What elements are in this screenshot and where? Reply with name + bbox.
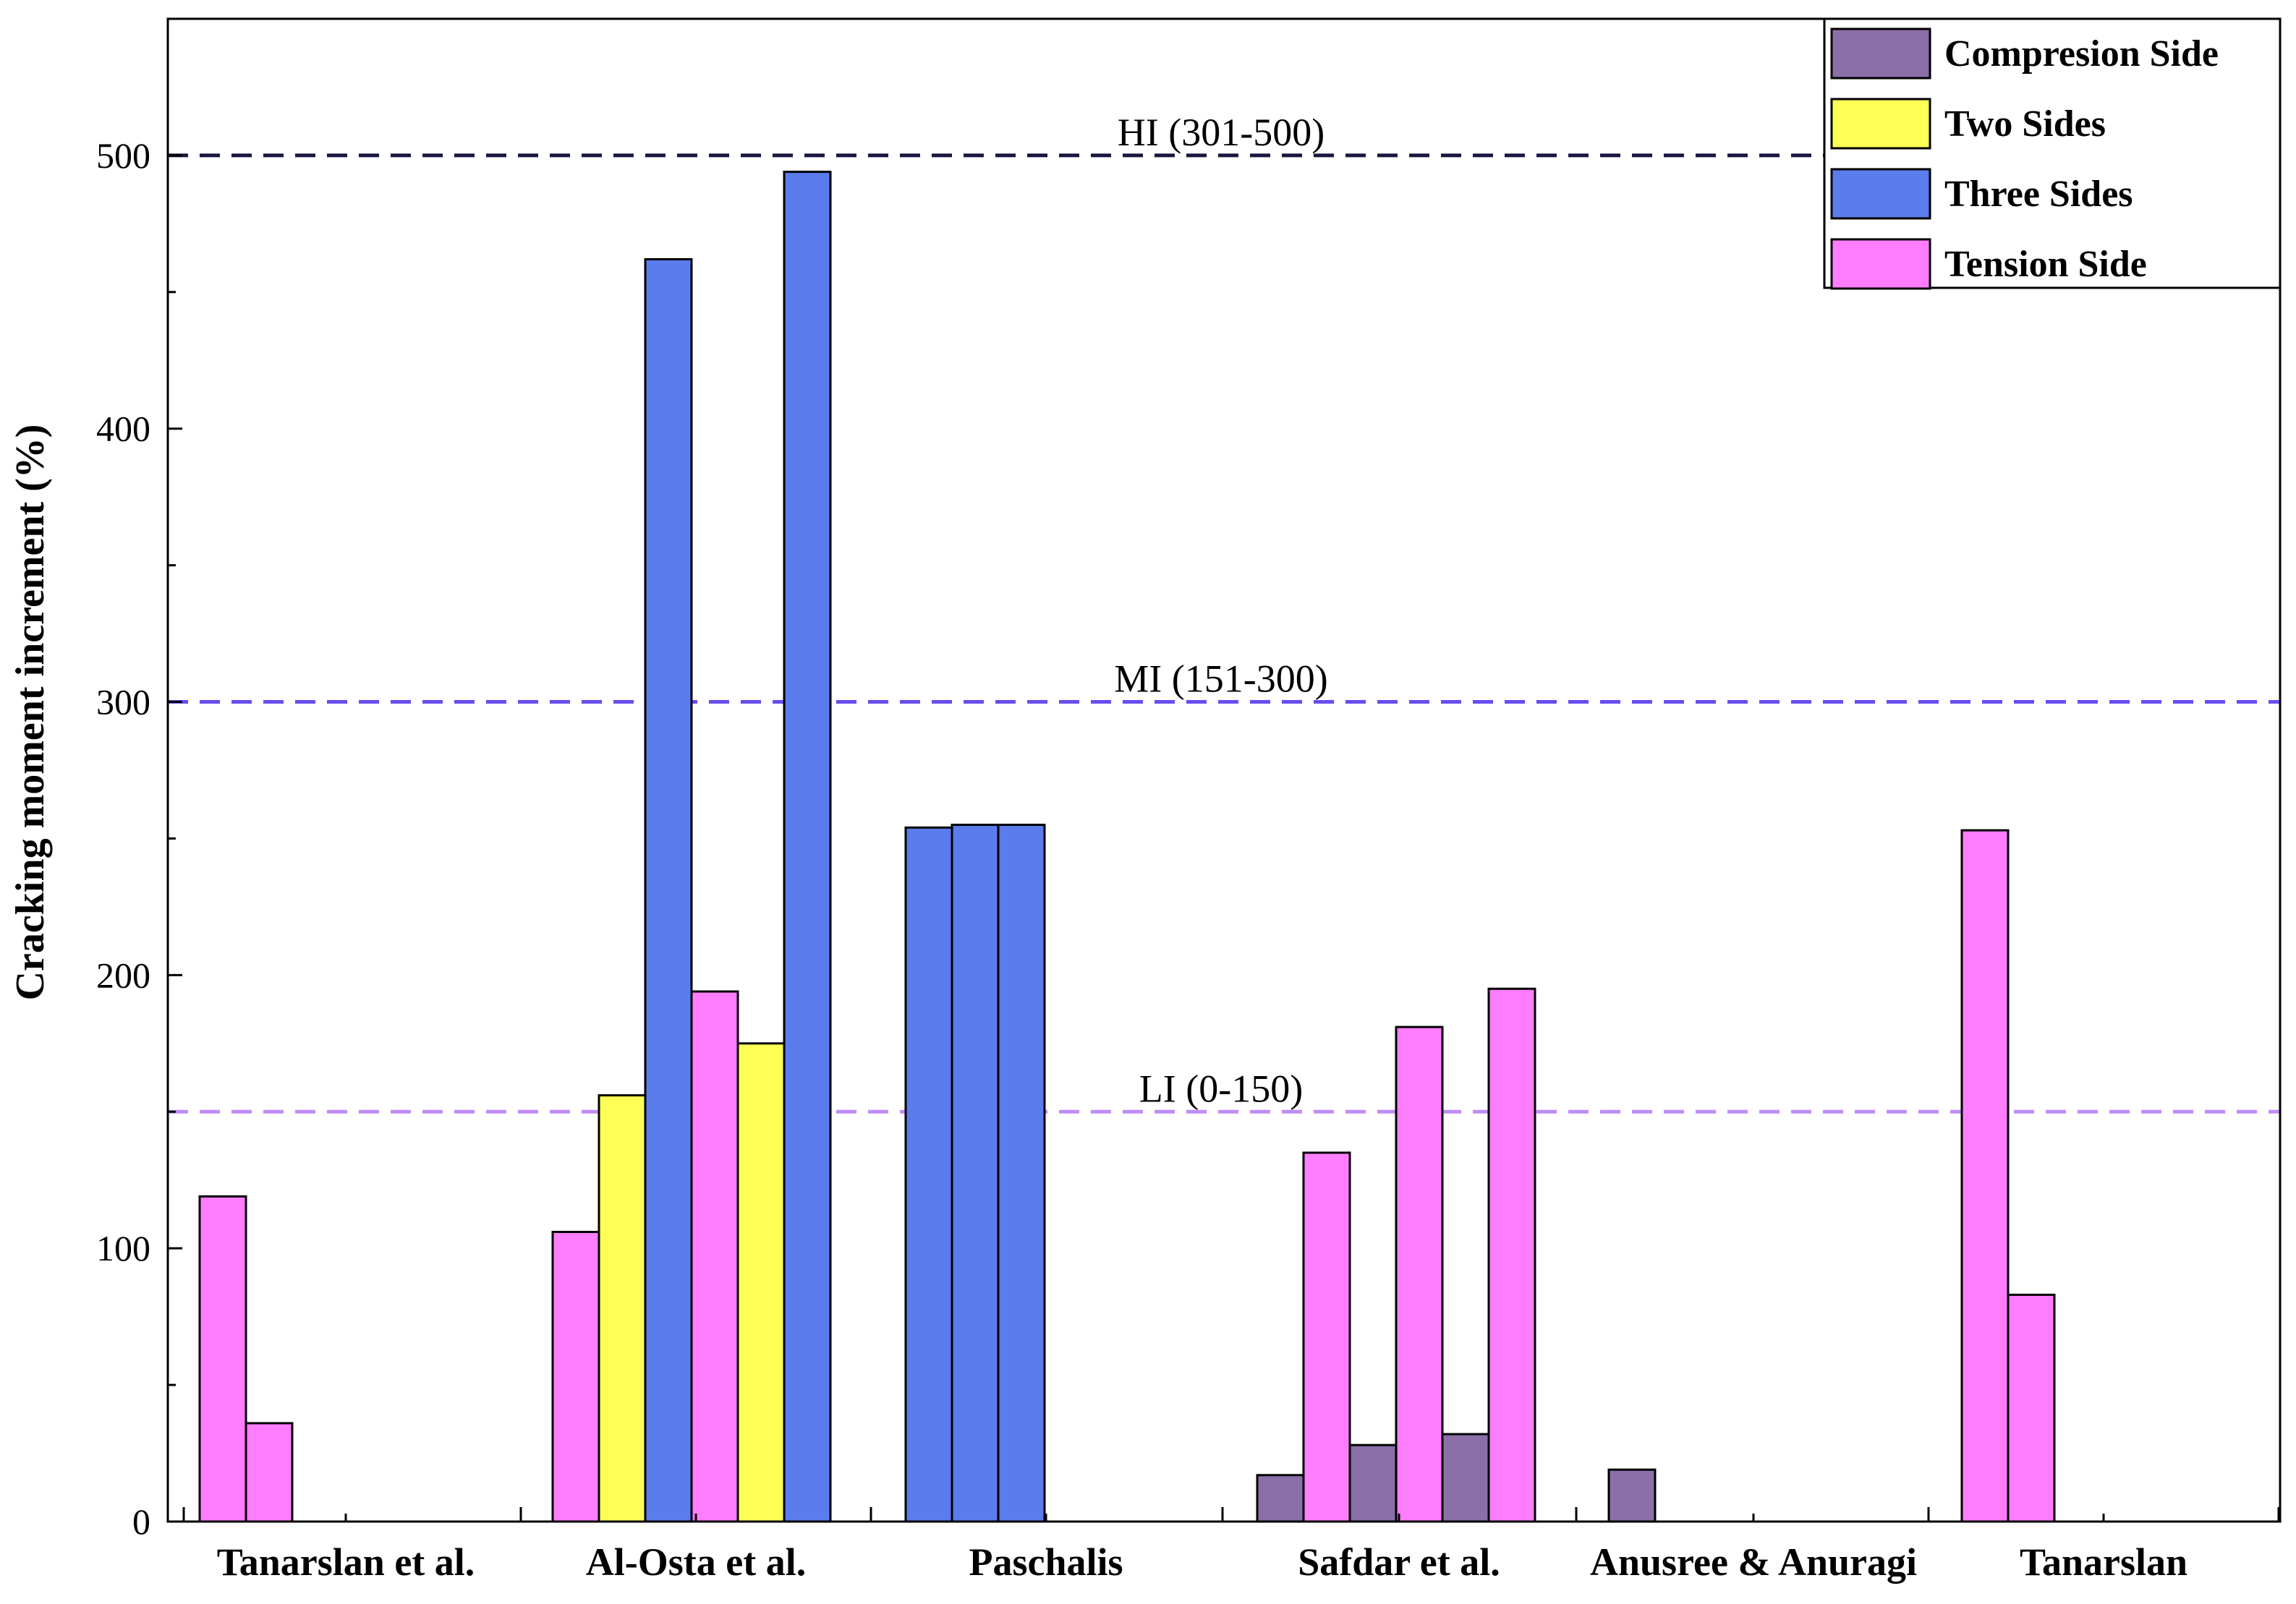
legend-swatch xyxy=(1830,98,1931,150)
axes: 0 100 200 300 400 500 Tanarslan et al. Al-Osta … xyxy=(96,135,2280,1584)
bar xyxy=(1441,1433,1490,1523)
reference-line-label: MI (151-300) xyxy=(1114,657,1327,701)
x-tick-label: Al-Osta et al. xyxy=(586,1540,806,1584)
bar xyxy=(1256,1474,1305,1523)
bar xyxy=(736,1042,786,1523)
y-tick-label: 400 xyxy=(96,409,150,449)
reference-line-label: LI (0-150) xyxy=(1139,1067,1303,1110)
bar xyxy=(551,1231,600,1523)
y-axis-label: Cracking moment increment (%) xyxy=(8,425,53,1001)
x-tick-label: Anusree & Anuragi xyxy=(1590,1540,1917,1584)
x-tick-label: Tanarslan xyxy=(2020,1540,2187,1584)
y-tick-label: 200 xyxy=(96,955,150,995)
bar xyxy=(644,257,693,1523)
legend-label: Tension Side xyxy=(1944,244,2147,285)
bar xyxy=(951,824,1000,1523)
bar xyxy=(245,1422,294,1523)
x-tick-label: Tanarslan et al. xyxy=(217,1540,475,1584)
legend-label: Three Sides xyxy=(1944,174,2133,215)
reference-lines: HI (301-500) MI (151-300) LI (0-150) xyxy=(168,111,2280,1114)
bar xyxy=(1607,1468,1657,1523)
y-tick-label: 100 xyxy=(96,1228,150,1268)
bar xyxy=(1487,987,1536,1523)
legend-swatch xyxy=(1830,27,1931,80)
bar xyxy=(1960,829,2010,1523)
bar xyxy=(1302,1151,1351,1523)
x-tick-label: Safdar et al. xyxy=(1298,1540,1500,1584)
y-tick-label: 500 xyxy=(96,135,150,176)
bar xyxy=(783,171,832,1523)
legend-swatch xyxy=(1830,168,1931,220)
bar xyxy=(1348,1443,1398,1523)
bar xyxy=(2007,1293,2056,1523)
plot-frame xyxy=(166,17,2282,1523)
y-tick-label: 300 xyxy=(96,682,150,722)
x-tick-label: Paschalis xyxy=(969,1540,1123,1584)
legend: Compresion Side Two Sides Three Sides Tensi… xyxy=(1823,17,2282,290)
y-tick-label: 0 xyxy=(132,1501,150,1542)
legend-label: Compresion Side xyxy=(1944,33,2219,74)
bar xyxy=(904,826,953,1523)
legend-swatch xyxy=(1830,238,1931,290)
bar xyxy=(690,990,739,1523)
reference-line-label: HI (301-500) xyxy=(1118,111,1325,154)
bars xyxy=(198,171,2056,1523)
legend-label: Two Sides xyxy=(1944,103,2106,145)
bar xyxy=(198,1195,247,1523)
bar xyxy=(997,824,1046,1523)
bar xyxy=(598,1094,647,1523)
bar xyxy=(1395,1025,1444,1523)
